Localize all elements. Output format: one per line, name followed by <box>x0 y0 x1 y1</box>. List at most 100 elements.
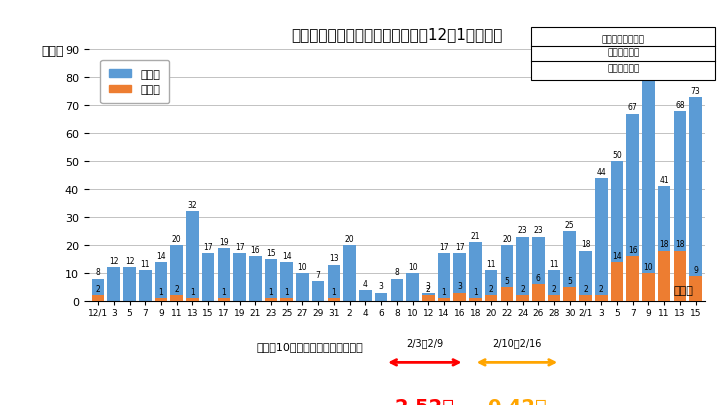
Text: 12: 12 <box>125 256 134 266</box>
Text: 18: 18 <box>675 240 685 249</box>
Text: 11: 11 <box>140 259 150 269</box>
Text: 17: 17 <box>203 243 213 252</box>
Bar <box>516 237 529 301</box>
Y-axis label: （人）: （人） <box>42 45 64 58</box>
Text: 16: 16 <box>628 245 637 254</box>
Text: 2: 2 <box>583 284 588 293</box>
Bar <box>422 296 435 301</box>
Bar <box>281 298 293 301</box>
Bar <box>217 248 230 301</box>
Text: 3: 3 <box>426 281 431 291</box>
Text: 20: 20 <box>345 234 354 243</box>
Bar <box>312 282 325 301</box>
Text: 2: 2 <box>521 284 525 293</box>
Text: 15: 15 <box>266 248 276 257</box>
Text: 健康づくり課: 健康づくり課 <box>607 64 639 73</box>
Bar <box>438 298 450 301</box>
Bar <box>265 259 277 301</box>
Bar <box>658 187 670 301</box>
Text: 1: 1 <box>158 287 163 296</box>
Bar <box>579 296 592 301</box>
Text: 17: 17 <box>235 243 244 252</box>
Bar <box>469 298 482 301</box>
Bar <box>186 212 199 301</box>
Bar <box>233 254 246 301</box>
Bar <box>516 296 529 301</box>
Text: 18: 18 <box>660 240 669 249</box>
Text: 13: 13 <box>329 254 338 263</box>
Bar <box>642 81 654 301</box>
Bar <box>673 251 686 301</box>
Text: 1: 1 <box>441 287 446 296</box>
Text: 10: 10 <box>297 262 307 271</box>
Text: 8: 8 <box>96 268 100 277</box>
Bar <box>155 298 167 301</box>
Text: 17: 17 <box>439 243 449 252</box>
Bar <box>595 296 608 301</box>
Bar <box>642 273 654 301</box>
Bar <box>485 296 498 301</box>
Text: 2: 2 <box>552 284 557 293</box>
Text: 67: 67 <box>628 103 637 112</box>
Bar <box>328 265 341 301</box>
Text: 2: 2 <box>599 284 603 293</box>
Bar <box>673 111 686 301</box>
Text: 68: 68 <box>675 100 685 109</box>
Text: 2: 2 <box>426 284 431 293</box>
Bar <box>454 293 466 301</box>
Text: 3: 3 <box>379 281 384 291</box>
Text: 3: 3 <box>457 281 462 291</box>
Bar <box>611 262 624 301</box>
Text: 9: 9 <box>693 265 698 274</box>
Bar <box>564 232 576 301</box>
Text: 8: 8 <box>395 268 399 277</box>
Text: 23: 23 <box>518 226 528 235</box>
Text: 2: 2 <box>174 284 179 293</box>
Bar <box>658 251 670 301</box>
Bar <box>548 296 560 301</box>
Bar <box>611 162 624 301</box>
Text: 5: 5 <box>505 276 509 285</box>
Text: 1: 1 <box>473 287 478 296</box>
Text: 2/10～2/16: 2/10～2/16 <box>492 337 541 347</box>
Bar <box>265 298 277 301</box>
Text: 2: 2 <box>96 284 100 293</box>
Text: 23: 23 <box>534 226 543 235</box>
Text: 16: 16 <box>251 245 260 254</box>
Bar <box>626 257 639 301</box>
Text: 79: 79 <box>644 70 653 79</box>
Text: 7: 7 <box>316 271 320 279</box>
Bar <box>485 271 498 301</box>
Text: 25: 25 <box>565 220 575 229</box>
Text: 1: 1 <box>222 287 226 296</box>
Bar <box>500 287 513 301</box>
Legend: 長野県, 松本市: 長野県, 松本市 <box>100 61 169 104</box>
Text: （日）: （日） <box>673 286 693 296</box>
Text: 2/3～2/9: 2/3～2/9 <box>406 337 444 347</box>
Bar <box>171 245 183 301</box>
Bar <box>422 293 435 301</box>
Bar <box>390 279 403 301</box>
Text: 0.42人: 0.42人 <box>487 397 546 405</box>
Text: 10: 10 <box>408 262 418 271</box>
Bar <box>438 254 450 301</box>
Text: 2: 2 <box>489 284 493 293</box>
Bar <box>139 271 151 301</box>
Bar <box>532 284 544 301</box>
Bar <box>123 268 136 301</box>
Text: 50: 50 <box>612 151 622 160</box>
Bar <box>375 293 387 301</box>
Text: 1: 1 <box>269 287 274 296</box>
Text: 41: 41 <box>660 176 669 185</box>
Text: 12: 12 <box>109 256 119 266</box>
Text: 20: 20 <box>502 234 512 243</box>
Bar <box>406 273 419 301</box>
Text: 11: 11 <box>487 259 496 269</box>
Bar <box>359 290 372 301</box>
Text: 10: 10 <box>644 262 653 271</box>
Bar <box>107 268 120 301</box>
Text: ３．２．１７: ３．２．１７ <box>607 49 639 58</box>
Text: 1: 1 <box>284 287 289 296</box>
Text: 14: 14 <box>612 251 622 260</box>
Text: 18: 18 <box>581 240 590 249</box>
